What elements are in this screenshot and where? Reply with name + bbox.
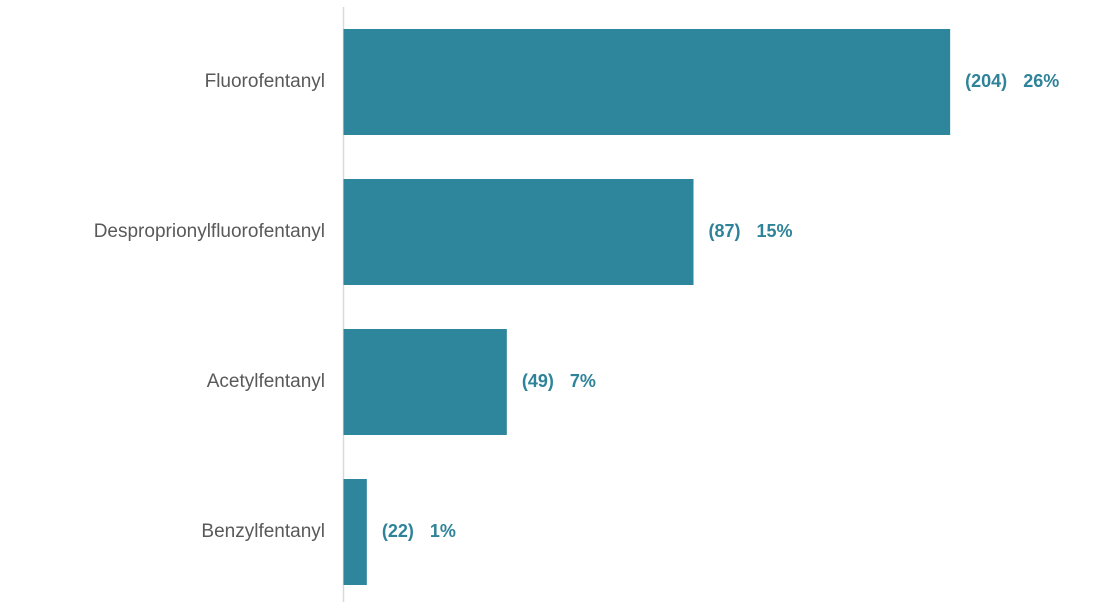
percent-label: 26% [1023,71,1059,91]
data-label: (49) 7% [522,371,596,391]
count-label: (204) [965,71,1007,91]
bar [343,329,507,435]
data-label: (204) 26% [965,71,1059,91]
bar [343,179,694,285]
category-label: Benzylfentanyl [201,521,325,542]
count-label: (49) [522,371,554,391]
category-label: Fluorofentanyl [205,71,325,92]
data-label: (87) 15% [709,221,793,241]
count-label: (87) [709,221,741,241]
percent-label: 1% [430,521,456,541]
bar [343,29,951,135]
percent-label: 15% [757,221,793,241]
category-label: Desproprionylfluorofentanyl [94,221,325,242]
data-label: (22) 1% [382,521,456,541]
bar [343,479,367,585]
category-label: Acetylfentanyl [207,371,325,392]
percent-label: 7% [570,371,596,391]
count-label: (22) [382,521,414,541]
